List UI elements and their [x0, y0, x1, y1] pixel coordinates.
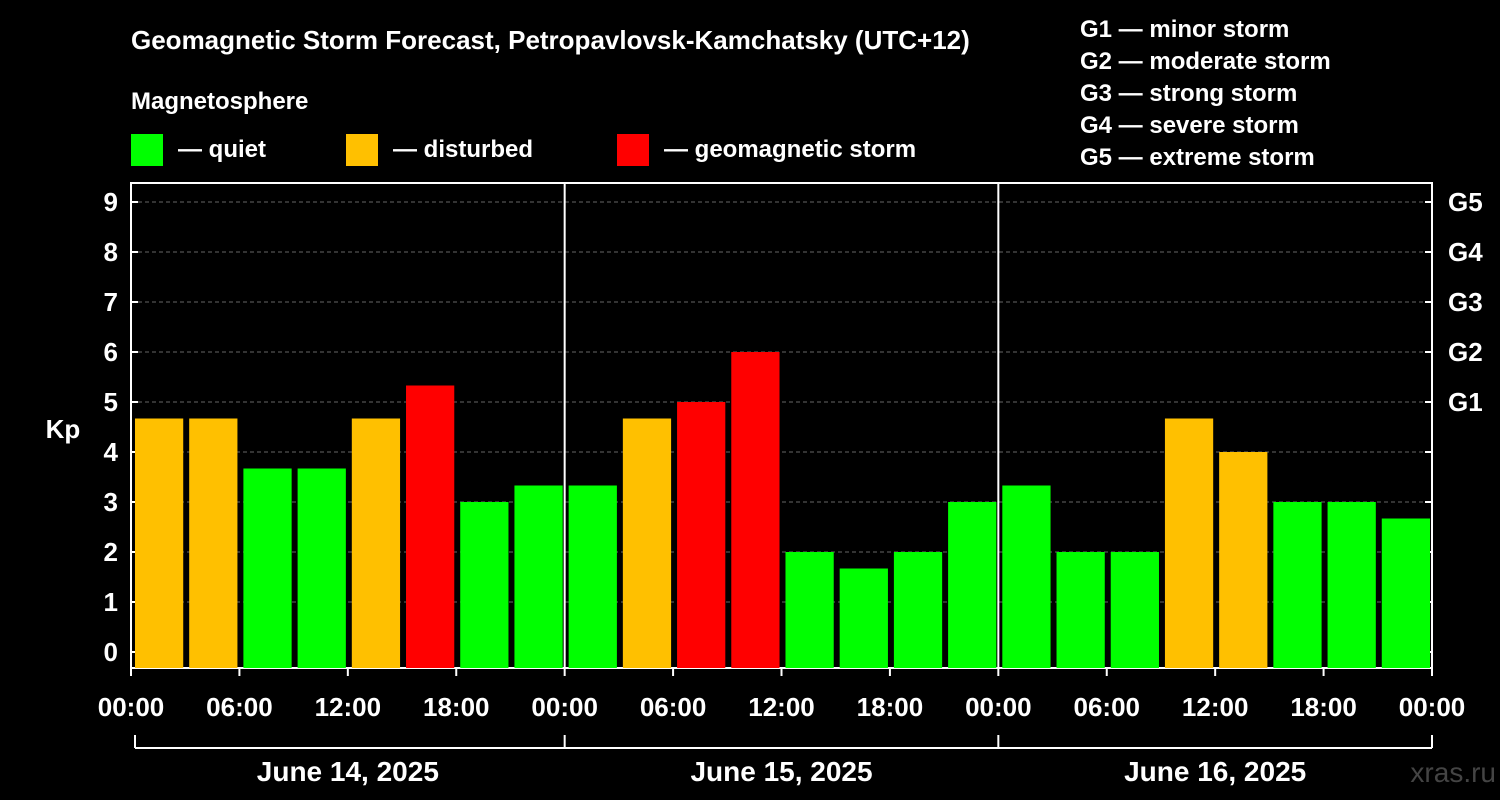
day-label-1: June 14, 2025 — [257, 756, 439, 787]
legend-swatch-2 — [346, 134, 378, 166]
bar-12 — [731, 352, 780, 668]
watermark: xras.ru — [1410, 757, 1496, 788]
x-tick-label-12: 00:00 — [1399, 692, 1466, 722]
bar-17 — [1002, 485, 1051, 668]
y-tick-label-4: 4 — [104, 437, 119, 467]
chart-title: Geomagnetic Storm Forecast, Petropavlovs… — [131, 25, 970, 55]
bar-14 — [839, 568, 888, 668]
bar-6 — [406, 385, 455, 668]
y-tick-label-6: 6 — [104, 337, 118, 367]
storm-scale-item-5: G5 — extreme storm — [1080, 144, 1315, 171]
g-scale-label-g4: G4 — [1448, 237, 1483, 267]
bar-4 — [297, 468, 346, 668]
y-tick-label-8: 8 — [104, 237, 118, 267]
legend-label-2: — disturbed — [393, 136, 533, 163]
bar-16 — [948, 502, 997, 668]
bar-23 — [1327, 502, 1376, 668]
day-label-3: June 16, 2025 — [1124, 756, 1306, 787]
legend-swatch-3 — [617, 134, 649, 166]
day-label-2: June 15, 2025 — [690, 756, 872, 787]
y-tick-label-1: 1 — [104, 587, 118, 617]
y-tick-label-5: 5 — [104, 387, 118, 417]
bar-8 — [514, 485, 563, 668]
x-tick-label-1: 06:00 — [206, 692, 273, 722]
y-tick-label-9: 9 — [104, 187, 118, 217]
bar-9 — [568, 485, 617, 668]
g-scale-label-g5: G5 — [1448, 187, 1483, 217]
storm-scale-item-4: G4 — severe storm — [1080, 112, 1299, 139]
bar-24 — [1381, 518, 1431, 668]
x-tick-label-3: 18:00 — [423, 692, 490, 722]
bar-2 — [189, 418, 238, 668]
bar-22 — [1273, 502, 1322, 668]
x-tick-label-0: 00:00 — [98, 692, 165, 722]
bar-3 — [243, 468, 292, 668]
bar-15 — [893, 552, 943, 668]
bar-10 — [622, 418, 672, 668]
storm-scale-item-1: G1 — minor storm — [1080, 16, 1289, 43]
legend-label-1: — quiet — [178, 136, 266, 163]
bar-7 — [460, 502, 509, 668]
legend-swatch-1 — [131, 134, 163, 166]
x-tick-label-4: 00:00 — [531, 692, 598, 722]
x-tick-label-8: 00:00 — [965, 692, 1032, 722]
x-tick-label-9: 06:00 — [1074, 692, 1141, 722]
y-tick-label-0: 0 — [104, 637, 118, 667]
plot-area: 0 1 2 3 4 5 6 7 8 9 G1 G2 G3 G4 G5 00:00 06:00 12:00 18:00… — [98, 182, 1483, 787]
y-tick-label-3: 3 — [104, 487, 118, 517]
bar-1 — [134, 418, 184, 668]
bar-13 — [785, 552, 834, 668]
bar-11 — [677, 402, 726, 668]
y-tick-label-7: 7 — [104, 287, 118, 317]
x-tick-label-2: 12:00 — [315, 692, 382, 722]
storm-scale-item-3: G3 — strong storm — [1080, 80, 1297, 107]
x-tick-label-6: 12:00 — [748, 692, 815, 722]
x-tick-label-7: 18:00 — [857, 692, 924, 722]
bar-19 — [1110, 552, 1159, 668]
x-tick-label-10: 12:00 — [1182, 692, 1249, 722]
g-scale-label-g2: G2 — [1448, 337, 1483, 367]
storm-scale-legend: G1 — minor storm G2 — moderate storm G3 — … — [1080, 16, 1331, 171]
x-tick-label-5: 06:00 — [640, 692, 707, 722]
g-scale-label-g3: G3 — [1448, 287, 1483, 317]
bar-5 — [351, 418, 401, 668]
bar-20 — [1164, 418, 1214, 668]
legend-label-3: — geomagnetic storm — [664, 136, 916, 163]
g-scale-label-g1: G1 — [1448, 387, 1483, 417]
y-tick-label-2: 2 — [104, 537, 118, 567]
y-axis-label: Kp — [46, 414, 81, 444]
bar-21 — [1219, 452, 1268, 668]
x-tick-label-11: 18:00 — [1290, 692, 1357, 722]
storm-scale-item-2: G2 — moderate storm — [1080, 48, 1331, 75]
legend-title: Magnetosphere — [131, 88, 308, 115]
legend: — quiet — disturbed — geomagnetic storm — [131, 134, 916, 166]
bar-18 — [1056, 552, 1105, 668]
